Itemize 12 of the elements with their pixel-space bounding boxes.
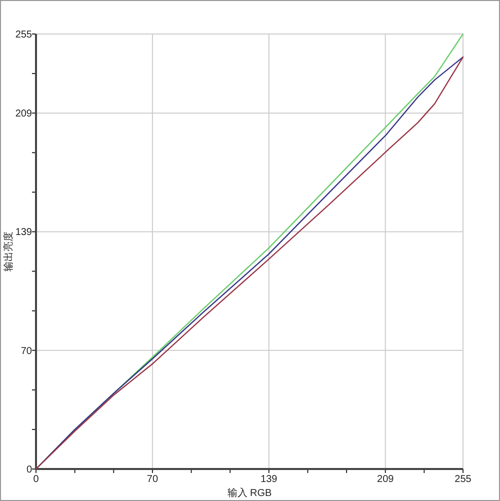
y-tick-label: 70 <box>20 346 32 357</box>
y-tick-label: 255 <box>15 30 32 40</box>
x-tick-label: 0 <box>33 474 40 485</box>
y-tick-label: 0 <box>26 464 32 476</box>
y-tick-label: 139 <box>15 227 32 238</box>
x-tick-label: 209 <box>377 474 394 485</box>
y-tick-label: 209 <box>15 108 32 120</box>
y-axis-title: 输出亮度 <box>2 232 15 272</box>
x-tick-label: 139 <box>260 474 278 485</box>
x-tick-label: 70 <box>146 474 158 485</box>
x-tick-label: 255 <box>454 474 472 485</box>
x-axis-title: 输入 RGB <box>227 487 272 499</box>
